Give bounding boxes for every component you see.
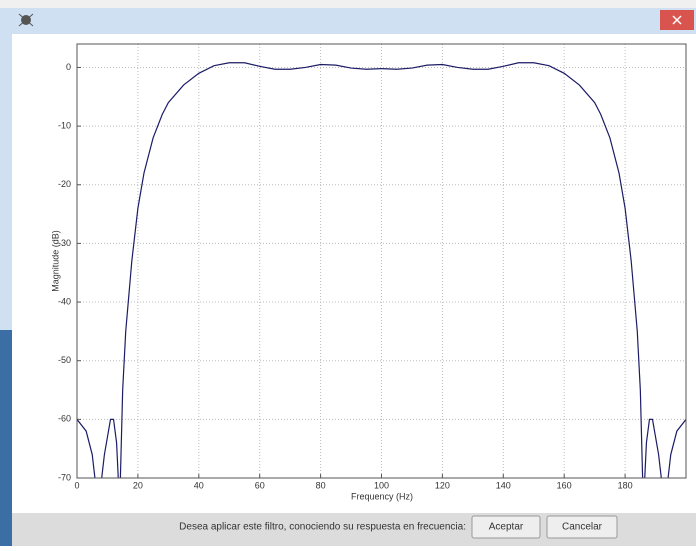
- close-icon: [672, 15, 682, 25]
- cancel-label: Cancelar: [562, 522, 603, 533]
- dialog-message: Desea aplicar este filtro, conociendo su…: [179, 522, 466, 533]
- app-icon: [18, 13, 34, 27]
- y-tick-label: -20: [58, 179, 71, 189]
- y-tick-label: -60: [58, 414, 71, 424]
- y-tick-label: -50: [58, 355, 71, 365]
- y-tick-label: -40: [58, 296, 71, 306]
- y-tick-label: 0: [66, 62, 71, 72]
- x-tick-label: 0: [74, 480, 79, 490]
- x-tick-label: 180: [618, 480, 633, 490]
- x-tick-label: 160: [557, 480, 572, 490]
- x-tick-label: 60: [255, 480, 265, 490]
- figure: [12, 34, 696, 513]
- cancel-button[interactable]: [546, 515, 618, 539]
- y-tick-label: -70: [58, 472, 71, 482]
- x-tick-label: 80: [316, 480, 326, 490]
- accept-label: Aceptar: [489, 522, 524, 533]
- x-axis-label: Frequency (Hz): [351, 491, 413, 501]
- y-tick-label: -30: [58, 238, 71, 248]
- x-tick-label: 40: [194, 480, 204, 490]
- window-border-dark: [0, 330, 12, 546]
- x-tick-label: 140: [496, 480, 511, 490]
- y-tick-label: -10: [58, 120, 71, 130]
- accept-button[interactable]: [471, 515, 541, 539]
- x-tick-label: 100: [374, 480, 389, 490]
- x-tick-label: 120: [435, 480, 450, 490]
- x-tick-label: 20: [133, 480, 143, 490]
- y-axis-label: Magnitude (dB): [50, 230, 60, 292]
- title-bar: [0, 8, 696, 34]
- response-line: [77, 62, 686, 478]
- plot-frame: [76, 43, 687, 479]
